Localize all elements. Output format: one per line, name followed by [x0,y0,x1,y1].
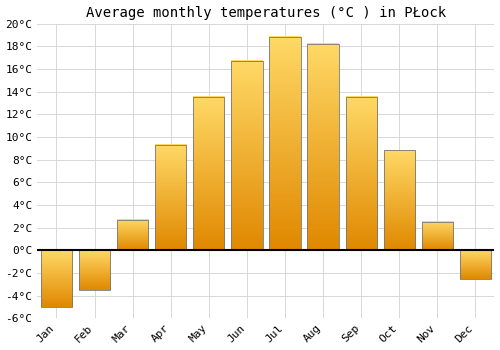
Bar [193,97,224,250]
Bar [155,145,186,250]
Bar [308,44,338,250]
Bar [41,250,72,307]
Bar [346,97,377,250]
Bar [460,250,491,279]
Bar [384,150,415,250]
Bar [270,37,300,250]
Bar [422,222,453,250]
Title: Average monthly temperatures (°C ) in PŁock: Average monthly temperatures (°C ) in PŁ… [86,6,446,20]
Bar [117,219,148,250]
Bar [232,61,262,250]
Bar [79,250,110,290]
